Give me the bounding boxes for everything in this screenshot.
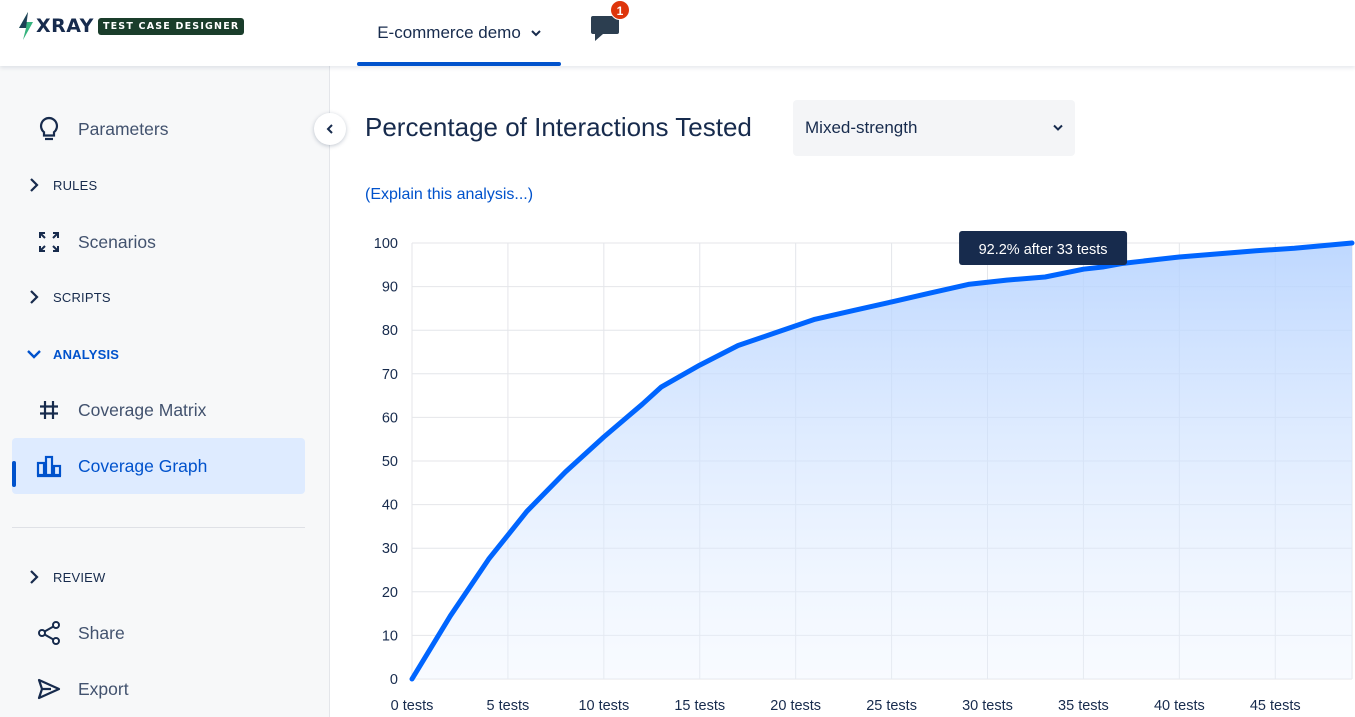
section-review[interactable]: REVIEW [27, 562, 105, 592]
active-indicator [12, 461, 16, 487]
section-scripts[interactable]: SCRIPTS [27, 282, 111, 312]
chevron-left-icon [326, 124, 333, 134]
sidebar-item-share[interactable]: Share [12, 605, 305, 661]
section-label: ANALYSIS [53, 346, 120, 362]
y-tick-label: 0 [390, 672, 398, 688]
sidebar-item-label: Share [78, 622, 125, 643]
section-label: REVIEW [53, 569, 106, 585]
chevron-right-icon [30, 290, 39, 304]
y-tick-label: 80 [382, 323, 398, 339]
explain-analysis-link[interactable]: (Explain this analysis...) [365, 186, 534, 203]
bolt-icon [19, 12, 33, 40]
sidebar [0, 66, 330, 717]
top-bar: XRAY TEST CASE DESIGNER E-commerce demo … [0, 0, 1355, 66]
x-tick-label: 35 tests [1058, 698, 1109, 714]
sidebar-divider [12, 527, 305, 528]
sidebar-item-coverage-matrix[interactable]: Coverage Matrix [12, 382, 305, 438]
sidebar-item-scenarios[interactable]: Scenarios [12, 214, 305, 270]
expand-arrows-icon [34, 227, 64, 257]
y-tick-label: 30 [382, 541, 398, 557]
sidebar-item-export[interactable]: Export [12, 661, 305, 717]
comment-icon[interactable] [590, 10, 624, 44]
x-tick-label: 25 tests [866, 698, 917, 714]
x-tick-label: 30 tests [962, 698, 1013, 714]
coverage-line [409, 240, 1355, 682]
collapse-sidebar-button[interactable] [314, 113, 346, 145]
hash-icon [34, 395, 64, 425]
page-title: Percentage of Interactions Tested [365, 112, 752, 142]
y-tick-label: 70 [382, 367, 398, 383]
strength-select[interactable]: Mixed-strength [793, 100, 1075, 156]
logo-badge: TEST CASE DESIGNER [97, 17, 245, 35]
sidebar-item-label: Scenarios [78, 231, 156, 252]
y-tick-label: 20 [382, 585, 398, 601]
y-tick-label: 40 [382, 498, 398, 514]
sidebar-item-coverage-graph[interactable]: Coverage Graph [12, 438, 305, 494]
section-analysis[interactable]: ANALYSIS [27, 339, 119, 369]
project-selector-tab[interactable]: E-commerce demo [357, 0, 561, 66]
bar-chart-icon [34, 451, 64, 481]
project-name: E-commerce demo [377, 23, 521, 42]
chevron-right-icon [30, 570, 39, 584]
x-tick-label: 0 tests [391, 698, 434, 714]
y-tick-label: 90 [382, 280, 398, 296]
sidebar-item-label: Coverage Matrix [78, 399, 207, 420]
sidebar-item-label: Parameters [78, 118, 169, 139]
coverage-chart: 0 10 20 30 40 50 60 70 80 90 100 0 tests 5 tests 10 … [374, 231, 1355, 714]
active-tab-underline [357, 62, 561, 66]
x-tick-label: 10 tests [578, 698, 629, 714]
section-rules[interactable]: RULES [27, 170, 97, 200]
send-icon [34, 674, 64, 704]
y-tick-label: 60 [382, 410, 398, 426]
x-tick-label: 5 tests [487, 698, 530, 714]
section-label: RULES [53, 177, 98, 193]
tooltip [959, 231, 1128, 266]
sidebar-item-label: Export [78, 678, 129, 699]
chevron-down-icon [27, 350, 41, 359]
x-tick-label: 15 tests [674, 698, 725, 714]
tooltip-text: 92.2% after 33 tests [979, 242, 1108, 258]
sidebar-item-parameters[interactable]: Parameters [12, 101, 305, 157]
x-tick-label: 45 tests [1250, 698, 1301, 714]
y-tick-label: 100 [374, 236, 398, 252]
y-tick-label: 50 [382, 454, 398, 470]
lightbulb-icon [34, 114, 64, 144]
x-tick-label: 40 tests [1154, 698, 1205, 714]
y-tick-label: 10 [382, 628, 398, 644]
app-logo[interactable]: XRAY TEST CASE DESIGNER [17, 9, 245, 43]
chevron-down-icon [1053, 124, 1063, 131]
chevron-right-icon [30, 178, 39, 192]
coverage-area [412, 243, 1352, 679]
logo-text: XRAY [36, 15, 94, 37]
x-tick-label: 20 tests [770, 698, 821, 714]
select-value: Mixed-strength [805, 118, 918, 137]
section-label: SCRIPTS [53, 289, 111, 305]
chevron-down-icon [531, 29, 541, 36]
notification-badge: 1 [610, 0, 630, 20]
sidebar-item-label: Coverage Graph [78, 455, 208, 476]
share-icon [34, 618, 64, 648]
